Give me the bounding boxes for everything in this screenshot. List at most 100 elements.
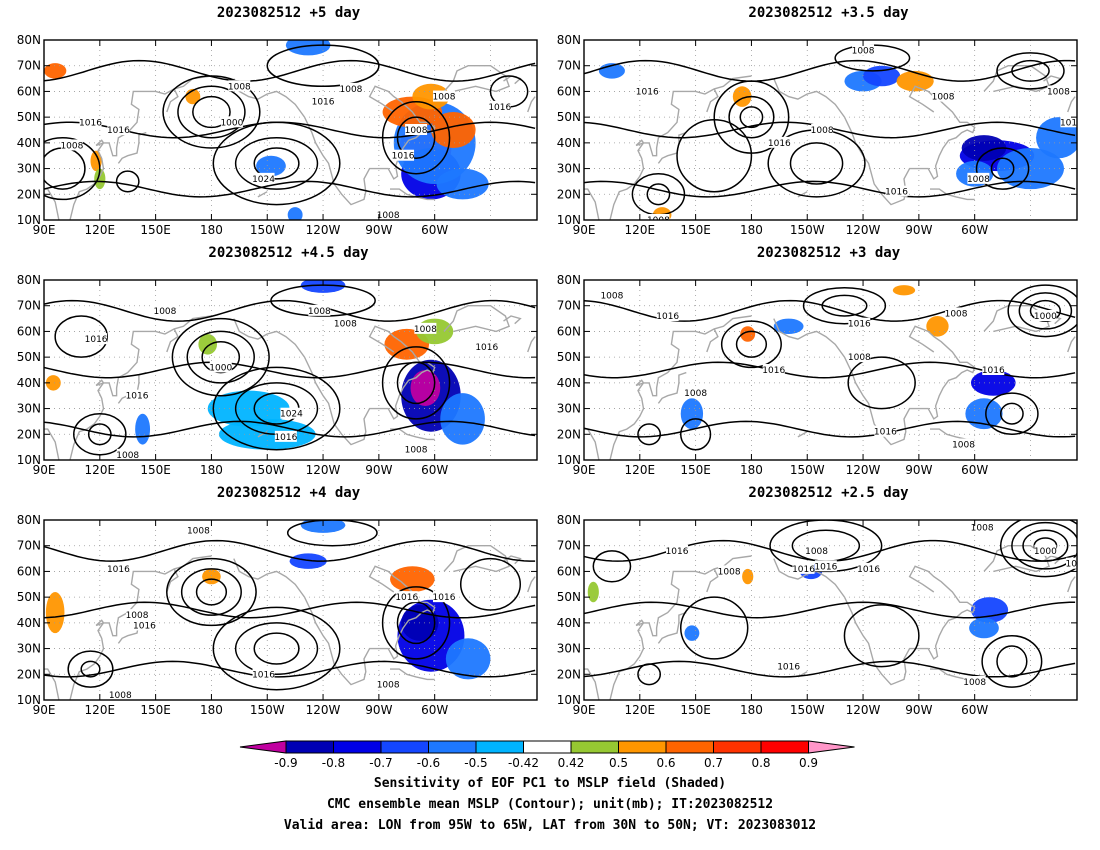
isobar-label-bg [126,609,149,621]
isobar-contour [195,578,228,606]
coastline [706,88,719,113]
map-panel-5: 2023082512 +4 day 1008 1016 1008 1016 1016 10… [0,485,540,725]
lon-tick-label: 120W [846,463,881,477]
lat-tick-label: 30N [557,402,581,416]
lon-tick-label: 60W [421,463,448,477]
coastline [390,188,435,201]
colorbar-low-triangle [239,740,287,754]
isobar-label-bg [684,387,707,399]
isobar-label-bg [600,289,623,301]
isobar-label: 1008 [852,46,875,56]
lon-tick-label: 90E [573,463,596,477]
isobar-contour [985,392,1039,436]
isobar-label: 1016 [107,126,130,136]
panel-title: 2023082512 +3.5 day [748,5,909,21]
isobar-label: 1016 [1060,118,1080,128]
lon-tick-label: 120E [85,463,116,477]
coastline [166,328,179,353]
panel-title: 2023082512 +2.5 day [748,485,909,501]
lon-tick-label: 150E [140,223,171,237]
isobar-label-bg [848,317,871,329]
lat-tick-label: 70N [557,59,581,73]
isobar-label-bg [334,317,357,329]
isobar-label: 1016 [768,139,791,149]
isobar-label-bg [405,124,428,135]
isobar-contour [180,568,242,616]
coastline [443,65,510,93]
isobar-contour [212,606,341,691]
isobar-label-bg [762,364,785,375]
lat-tick-label: 40N [557,136,581,150]
lon-tick-label: 90E [33,703,56,717]
isobar-contour [44,136,101,201]
isobar-label-bg [945,307,968,319]
lat-tick-label: 10N [17,693,41,707]
panel-title: 2023082512 +5 day [216,5,361,21]
isobar-label-bg [60,139,83,151]
lon-tick-label: 150E [680,703,711,717]
coastline [657,611,687,644]
lat-tick-label: 60N [17,84,41,98]
isobar-label-bg [252,668,275,680]
shaded-region [926,316,949,337]
isobar-contour [44,180,536,198]
isobar-label: 1016 [848,320,871,330]
lat-tick-label: 50N [557,590,581,604]
lat-tick-label: 20N [17,187,41,201]
coastline [443,545,510,573]
isobar-contour [115,170,140,193]
isobar-label: 1016 [666,547,689,557]
shaded-region [997,148,1064,190]
coastline [609,555,752,700]
isobar-label: 1008 [153,307,176,317]
lon-tick-label: 90W [905,223,932,237]
isobar-contour [999,520,1077,578]
coastline [527,96,536,113]
panel-map: 1008101610081016100810081016100810161008… [557,33,1080,237]
isobar-label: 1016 [133,621,156,631]
isobar-contour [44,420,536,438]
isobar-contour [996,645,1028,678]
map-frame [583,519,1078,701]
isobar-label: 1008 [967,175,990,185]
lon-tick-label: 150W [250,223,285,237]
panel-title: 2023082512 +4 day [216,485,361,501]
map-panel-3: 2023082512 +4.5 day 1008 1008 1008 1008 1016… [0,245,540,485]
isobar-label: 1008 [334,320,357,330]
map-content: 1008101610081016100810161016100010161016… [584,520,1080,700]
isobar-label-bg [339,82,362,94]
isobar-label: 1008 [952,441,975,451]
lon-tick-label: 120W [846,703,881,717]
isobar-contour [253,147,300,180]
coastline [706,328,719,353]
isobar-label-bg [768,136,791,148]
isobar-contour [381,346,451,420]
isobar-label-bg [932,90,955,102]
isobar-label-bg [792,562,815,574]
isobar-label: 1008 [405,446,428,456]
isobar-label: 1008 [805,547,828,557]
isobar-contour [44,539,536,562]
isobar-label: 1016 [792,565,815,575]
isobar-label-bg [308,304,331,316]
isobar-contour [286,520,378,547]
isobar-label-bg [274,430,297,442]
shaded-region [773,318,804,334]
isobar-contour [637,423,662,446]
isobar-contour [54,315,109,358]
shaded-region [969,617,999,639]
isobar-contour [44,361,536,379]
map-content: 1008 1016 1016 1008 1000 1008 1016 1008 1008 1016… [44,40,537,220]
lon-tick-label: 150E [680,223,711,237]
isobar-label-bg [187,524,210,536]
coastline [443,305,510,333]
isobar-contour [80,660,101,678]
shaded-region [892,285,916,296]
colorbar-label: -0.8 [322,756,345,770]
isobar-label-bg [1066,557,1077,569]
caption-valid-area: Valid area: LON from 95W to 65W, LAT fro… [283,818,817,833]
isobar-label: 1016 [1066,560,1080,570]
shaded-region [135,413,151,445]
colorbar-label: 0.9 [799,756,818,770]
lon-tick-label: 60W [961,463,988,477]
